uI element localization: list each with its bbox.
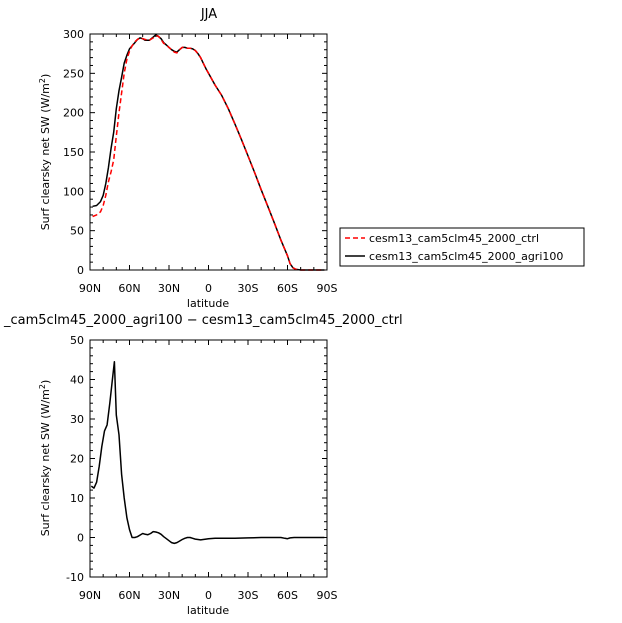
top-x-tick-label: 0 bbox=[205, 282, 212, 295]
top-y-tick-label: 300 bbox=[63, 28, 84, 41]
bottom-series-line-0 bbox=[90, 360, 325, 545]
bottom-y-tick-label: -10 bbox=[66, 571, 84, 584]
bottom-plot-area bbox=[90, 360, 325, 545]
top-series-line-0 bbox=[92, 34, 325, 271]
bottom-y-tick-label: 0 bbox=[77, 532, 84, 545]
bottom-plot-frame bbox=[89, 339, 328, 578]
top-y-tick-label: 0 bbox=[77, 264, 84, 277]
bottom-x-axis: 90N 60N 30N 0 30S 60S 90S bbox=[79, 340, 338, 602]
top-y-tick-label: 150 bbox=[63, 146, 84, 159]
bottom-x-tick-label: 60S bbox=[277, 589, 298, 602]
bottom-x-tick-label: 90N bbox=[79, 589, 101, 602]
bottom-x-tick-label: 0 bbox=[205, 589, 212, 602]
bottom-x-axis-label: latitude bbox=[187, 604, 229, 617]
legend-label-ctrl: cesm13_cam5clm45_2000_ctrl bbox=[369, 232, 539, 245]
bottom-y-tick-label: 10 bbox=[70, 492, 84, 505]
top-x-axis-label: latitude bbox=[187, 297, 229, 310]
legend-label-agri100: cesm13_cam5clm45_2000_agri100 bbox=[369, 250, 563, 263]
top-plot-area bbox=[92, 34, 325, 271]
top-x-tick-label: 90S bbox=[317, 282, 338, 295]
top-series-line-1 bbox=[92, 34, 325, 271]
bottom-panel: _cam5clm45_2000_agri100 − cesm13_cam5clm… bbox=[3, 313, 403, 617]
top-y-axis-label: Surf clearsky net SW (W/m2) bbox=[38, 74, 52, 231]
bottom-x-tick-label: 90S bbox=[317, 589, 338, 602]
top-chart-title: JJA bbox=[200, 7, 217, 22]
legend: cesm13_cam5clm45_2000_ctrl cesm13_cam5cl… bbox=[339, 227, 585, 267]
top-x-tick-label: 30S bbox=[238, 282, 259, 295]
top-x-axis: 90N 60N 30N 0 30S 60S 90S bbox=[79, 34, 338, 295]
bottom-y-axis: -10 0 10 20 30 40 50 bbox=[66, 334, 327, 584]
legend-box bbox=[339, 227, 585, 267]
top-y-tick-label: 100 bbox=[63, 185, 84, 198]
top-x-tick-label: 90N bbox=[79, 282, 101, 295]
top-y-tick-label: 200 bbox=[63, 107, 84, 120]
top-x-tick-label: 60N bbox=[118, 282, 140, 295]
bottom-y-tick-label: 20 bbox=[70, 453, 84, 466]
bottom-y-tick-label: 30 bbox=[70, 413, 84, 426]
top-x-tick-label: 30N bbox=[158, 282, 180, 295]
bottom-chart-title: _cam5clm45_2000_agri100 − cesm13_cam5clm… bbox=[3, 313, 403, 328]
bottom-x-tick-label: 30N bbox=[158, 589, 180, 602]
top-y-tick-label: 250 bbox=[63, 67, 84, 80]
bottom-y-axis-label: Surf clearsky net SW (W/m2) bbox=[38, 380, 52, 537]
bottom-x-tick-label: 60N bbox=[118, 589, 140, 602]
top-y-tick-label: 50 bbox=[70, 225, 84, 238]
bottom-y-tick-label: 50 bbox=[70, 334, 84, 347]
bottom-x-tick-label: 30S bbox=[238, 589, 259, 602]
bottom-y-tick-label: 40 bbox=[70, 374, 84, 387]
top-x-tick-label: 60S bbox=[277, 282, 298, 295]
top-y-axis: 0 50 100 150 200 250 300 bbox=[63, 28, 327, 277]
